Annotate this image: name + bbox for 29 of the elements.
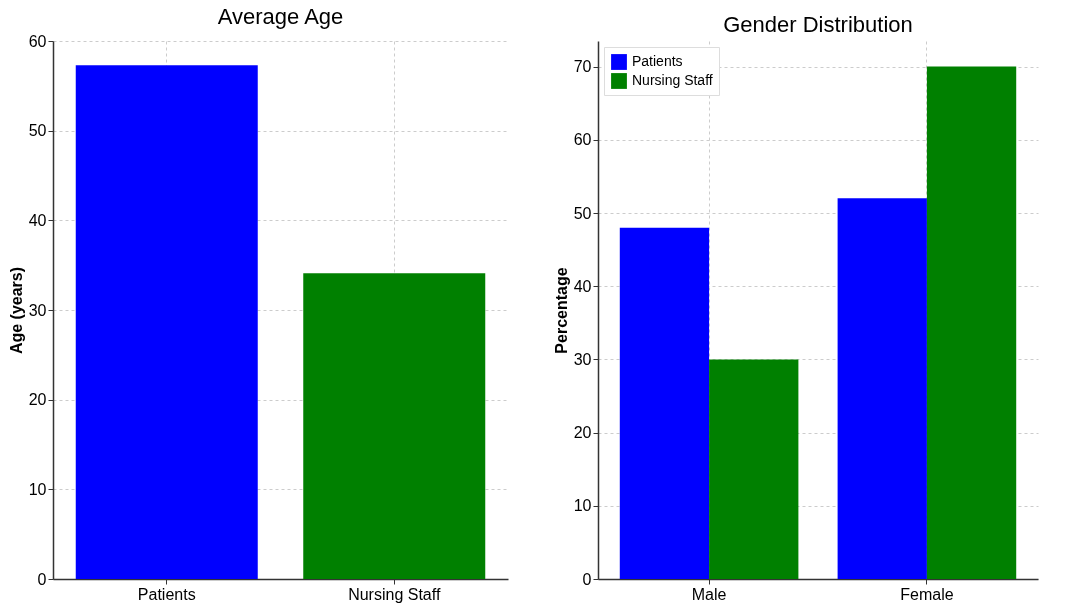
y-tick-label: 40 bbox=[573, 277, 592, 295]
y-tick-label: 20 bbox=[28, 391, 47, 409]
x-tick-label: Male bbox=[691, 585, 727, 603]
bar bbox=[926, 66, 1017, 579]
bar bbox=[709, 359, 799, 579]
chart-title: Average Age bbox=[217, 4, 344, 29]
x-tick-label: Patients bbox=[137, 585, 196, 603]
y-tick-label: 50 bbox=[573, 204, 592, 222]
chart-title: Gender Distribution bbox=[723, 12, 913, 37]
y-axis-title: Age (years) bbox=[7, 266, 25, 355]
y-tick-label: 30 bbox=[573, 350, 592, 368]
legend-label: Nursing Staff bbox=[632, 72, 713, 88]
y-tick-label: 0 bbox=[37, 570, 47, 588]
y-tick-label: 0 bbox=[582, 570, 592, 588]
y-tick-label: 10 bbox=[28, 480, 47, 498]
x-tick-label: Nursing Staff bbox=[348, 585, 441, 603]
legend-label: Patients bbox=[632, 53, 683, 69]
y-tick-label: 10 bbox=[573, 497, 592, 515]
y-tick-label: 70 bbox=[573, 58, 592, 76]
y-tick-label: 40 bbox=[28, 211, 47, 229]
y-tick-label: 30 bbox=[28, 301, 47, 319]
y-tick-label: 60 bbox=[573, 131, 592, 149]
y-tick-label: 50 bbox=[28, 122, 47, 140]
y-axis-title: Percentage bbox=[552, 267, 570, 354]
y-tick-label: 60 bbox=[28, 32, 47, 50]
x-tick-label: Female bbox=[900, 585, 954, 603]
bar bbox=[837, 198, 927, 579]
y-tick-label: 20 bbox=[573, 424, 592, 442]
bar bbox=[619, 227, 710, 579]
